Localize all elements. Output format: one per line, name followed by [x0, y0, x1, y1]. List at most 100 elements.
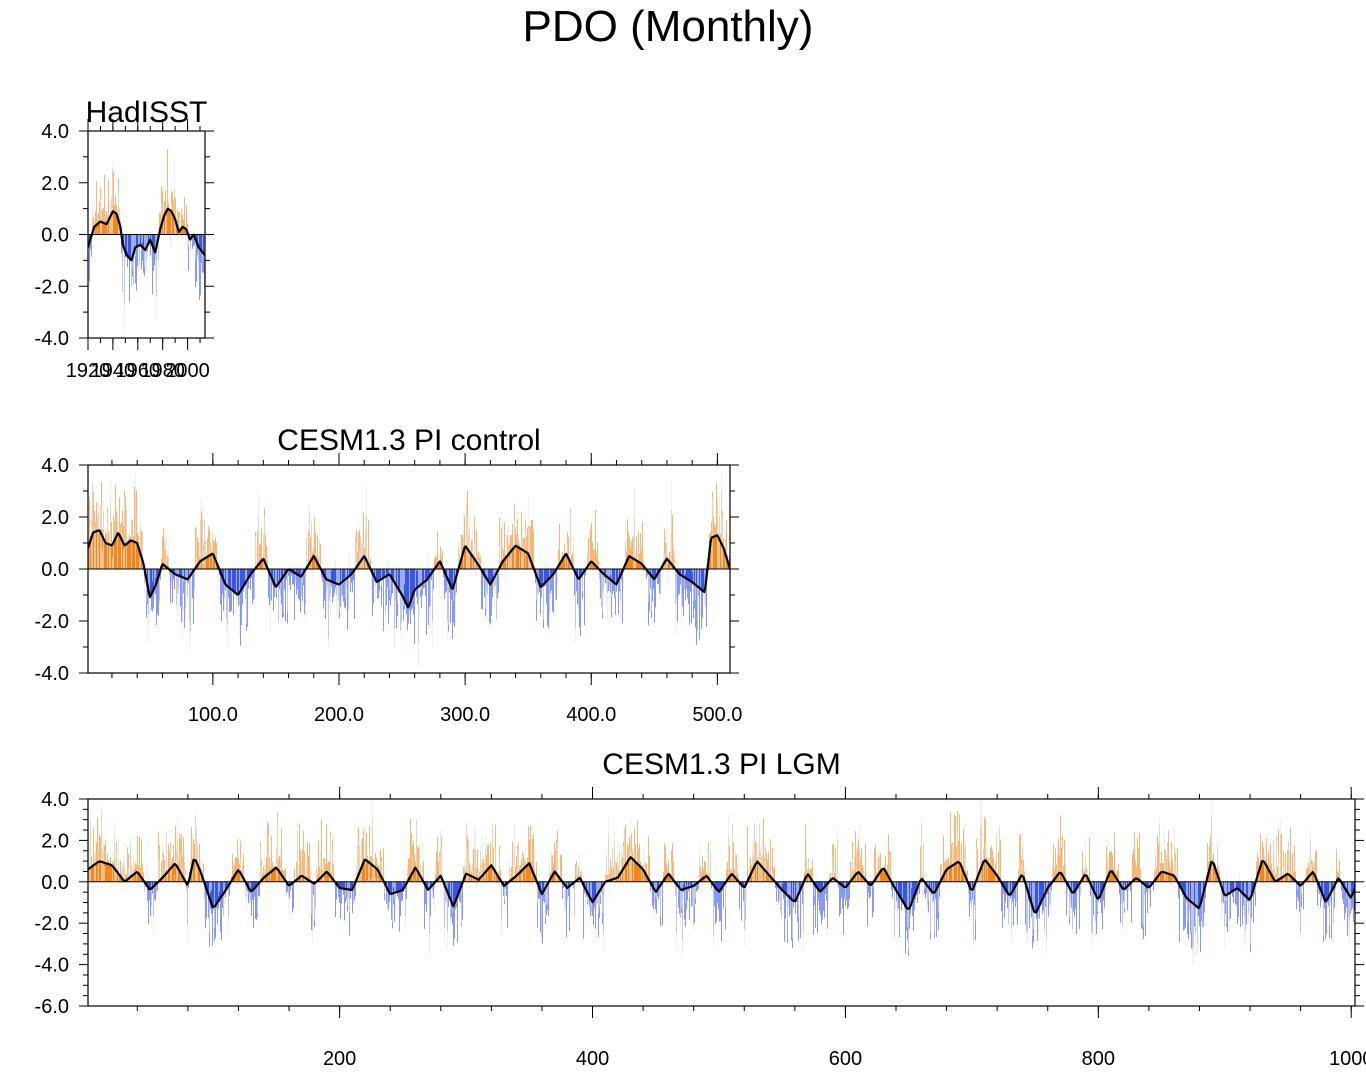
raw-bar [794, 881, 795, 899]
raw-bar [759, 822, 760, 882]
monthly-bar [813, 881, 814, 936]
monthly-bar [682, 569, 683, 607]
raw-bar [113, 522, 114, 569]
monthly-bar [535, 569, 536, 584]
raw-bar [361, 839, 362, 882]
raw-bar [375, 877, 376, 882]
monthly-bar [970, 881, 971, 902]
monthly-bar [1301, 881, 1302, 908]
monthly-bar [328, 860, 329, 882]
raw-bar [186, 881, 187, 894]
monthly-bar [450, 569, 451, 624]
monthly-bar [255, 881, 256, 920]
raw-bar [565, 881, 566, 909]
raw-bar [1091, 881, 1092, 948]
monthly-bar [513, 546, 514, 569]
monthly-bar [1055, 848, 1056, 882]
monthly-bar [574, 569, 575, 596]
raw-bar [555, 569, 556, 607]
monthly-bar [627, 519, 628, 569]
raw-bar [268, 837, 269, 882]
monthly-bar [379, 868, 380, 882]
monthly-bar [200, 234, 201, 296]
monthly-bar [1035, 881, 1036, 912]
monthly-bar [228, 569, 229, 598]
raw-bar [543, 569, 544, 620]
raw-bar [373, 835, 374, 882]
raw-bar [182, 569, 183, 639]
monthly-bar [1168, 830, 1169, 882]
raw-bar [372, 799, 373, 882]
raw-bar [498, 569, 499, 577]
monthly-bar [453, 881, 454, 946]
raw-bar [637, 569, 638, 579]
monthly-bar [111, 864, 112, 882]
x-tick-label: 800 [1082, 1048, 1115, 1070]
monthly-bar [926, 881, 927, 894]
y-tick-label: 2.0 [41, 507, 69, 529]
monthly-bar [1237, 881, 1238, 925]
x-tick-label: 300.0 [440, 704, 490, 726]
raw-bar [748, 870, 749, 882]
monthly-bar [1322, 881, 1323, 896]
monthly-bar [229, 569, 230, 613]
monthly-bar [556, 569, 557, 601]
raw-bar [162, 841, 163, 882]
y-tick-label: 0.0 [41, 225, 69, 247]
monthly-bar [491, 569, 492, 616]
raw-bar [255, 534, 256, 569]
monthly-bar [376, 569, 377, 580]
monthly-bar [1317, 881, 1318, 906]
raw-bar [101, 505, 102, 569]
monthly-bar [381, 569, 382, 606]
monthly-bar [729, 556, 730, 569]
raw-bar [661, 881, 662, 897]
raw-bar [288, 881, 289, 915]
monthly-bar [1260, 833, 1261, 882]
monthly-bar [506, 881, 507, 896]
monthly-bar [524, 537, 525, 569]
raw-bar [329, 569, 330, 603]
raw-bar [1234, 881, 1235, 908]
monthly-bar [530, 525, 531, 569]
raw-bar [1021, 864, 1022, 882]
monthly-bar [1013, 881, 1014, 926]
monthly-bar [192, 234, 193, 249]
monthly-bar [982, 859, 983, 882]
raw-bar [545, 562, 546, 569]
monthly-bar [152, 234, 153, 295]
raw-bar [310, 863, 311, 882]
monthly-bar [936, 881, 937, 938]
raw-bar [879, 850, 880, 882]
monthly-bar [454, 881, 455, 939]
monthly-bar [207, 881, 208, 891]
monthly-bar [1190, 881, 1191, 934]
monthly-bar [1004, 881, 1005, 918]
raw-bar [371, 878, 372, 882]
monthly-bar [243, 853, 244, 882]
raw-bar [1115, 849, 1116, 882]
raw-bar [529, 528, 530, 569]
raw-bar [941, 871, 942, 882]
raw-bar [429, 881, 430, 959]
raw-bar [155, 569, 156, 578]
raw-bar [1301, 881, 1302, 894]
raw-bar [721, 472, 722, 569]
raw-bar [280, 851, 281, 882]
raw-bar [797, 881, 798, 898]
monthly-bar [552, 855, 553, 882]
monthly-bar [250, 569, 251, 590]
raw-bar [102, 832, 103, 882]
monthly-bar [700, 865, 701, 882]
monthly-bar [1023, 859, 1024, 882]
monthly-bar [128, 854, 129, 882]
monthly-bar [1235, 881, 1236, 904]
raw-bar [989, 881, 990, 887]
raw-bar [97, 497, 98, 569]
monthly-bar [649, 855, 650, 882]
raw-bar [156, 234, 157, 321]
monthly-bar [696, 569, 697, 645]
monthly-bar [884, 873, 885, 882]
monthly-bar [435, 556, 436, 569]
